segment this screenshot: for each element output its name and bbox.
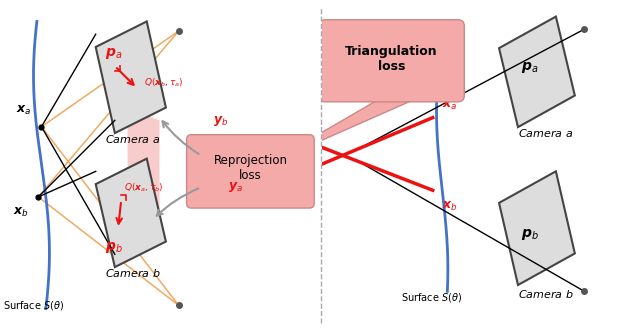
Text: $\boldsymbol{x}_a$: $\boldsymbol{x}_a$ — [442, 98, 457, 112]
Polygon shape — [96, 21, 166, 133]
Text: $\boldsymbol{x}_a$: $\boldsymbol{x}_a$ — [16, 104, 31, 117]
Text: $\boldsymbol{y}_a$: $\boldsymbol{y}_a$ — [228, 180, 243, 194]
Text: $\boldsymbol{p}_b$: $\boldsymbol{p}_b$ — [521, 227, 539, 242]
Text: $Q(\boldsymbol{x}_b,\tau_a)$: $Q(\boldsymbol{x}_b,\tau_a)$ — [144, 76, 183, 89]
FancyBboxPatch shape — [319, 20, 464, 102]
Text: $\boldsymbol{p}_b$: $\boldsymbol{p}_b$ — [105, 241, 123, 255]
Text: Camera $a$: Camera $a$ — [105, 133, 161, 145]
Text: $\boldsymbol{y}_b$: $\boldsymbol{y}_b$ — [214, 114, 229, 128]
Text: Camera $b$: Camera $b$ — [518, 288, 574, 300]
Polygon shape — [128, 108, 160, 235]
FancyBboxPatch shape — [186, 135, 314, 208]
Text: Surface $S(\theta)$: Surface $S(\theta)$ — [3, 299, 64, 312]
Text: Reprojection
loss: Reprojection loss — [214, 154, 287, 182]
Polygon shape — [266, 95, 423, 165]
Polygon shape — [499, 16, 575, 127]
Text: Surface $S(\theta)$: Surface $S(\theta)$ — [401, 291, 463, 304]
Text: Triangulation
loss: Triangulation loss — [345, 45, 438, 73]
Polygon shape — [499, 171, 575, 285]
Text: $\boldsymbol{x}_b$: $\boldsymbol{x}_b$ — [442, 200, 458, 213]
Text: Camera $b$: Camera $b$ — [105, 267, 161, 279]
Text: $\boldsymbol{p}_a$: $\boldsymbol{p}_a$ — [521, 60, 538, 75]
Polygon shape — [96, 159, 166, 267]
Text: $Q(\boldsymbol{x}_a,\tau_b)$: $Q(\boldsymbol{x}_a,\tau_b)$ — [124, 182, 164, 194]
Text: $\boldsymbol{x}_b$: $\boldsymbol{x}_b$ — [13, 206, 29, 219]
Text: $\boldsymbol{p}_a$: $\boldsymbol{p}_a$ — [105, 46, 122, 61]
Text: Camera $a$: Camera $a$ — [518, 127, 574, 139]
